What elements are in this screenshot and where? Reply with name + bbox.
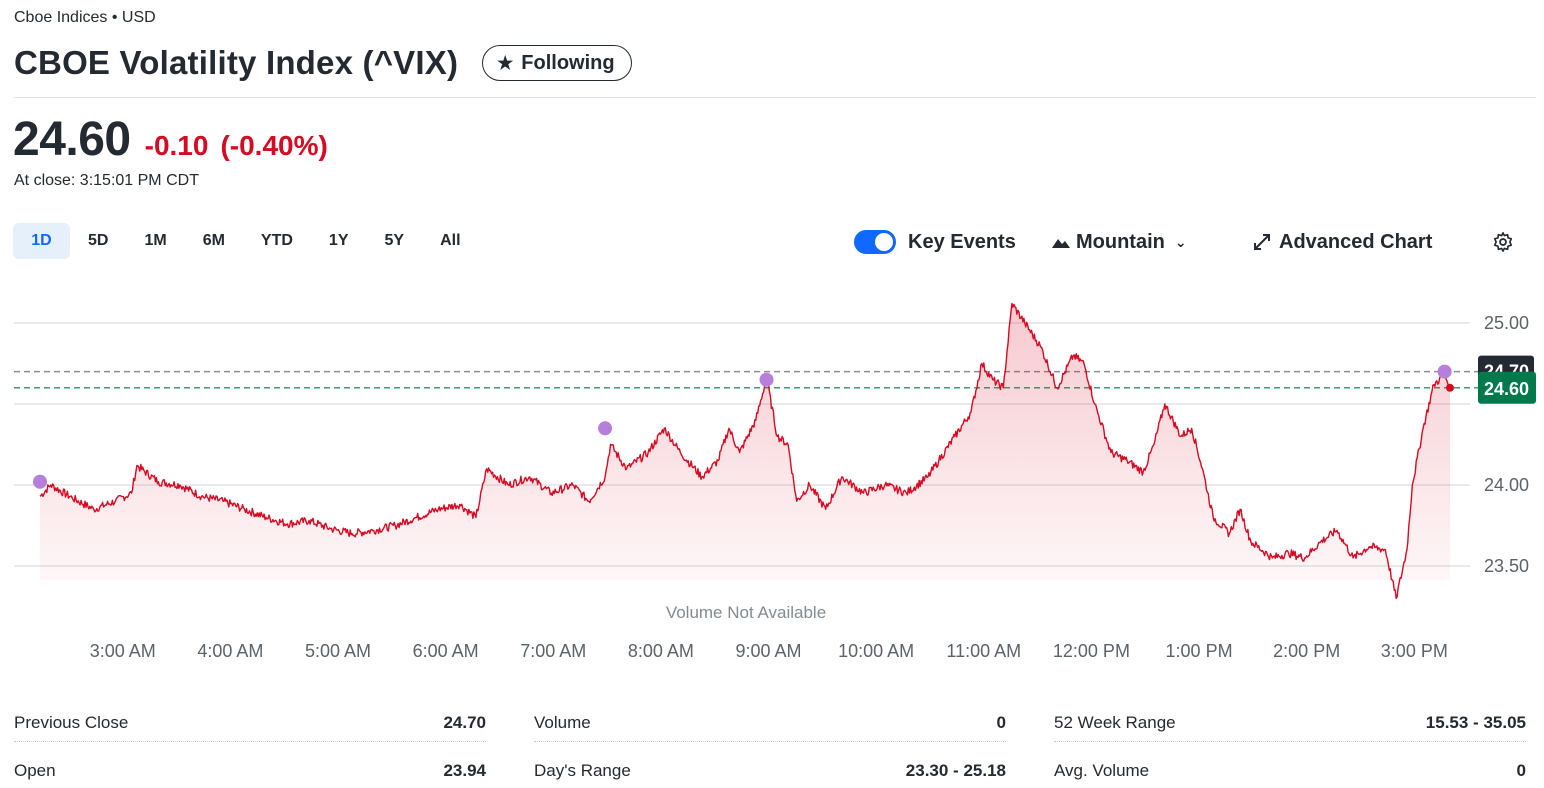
at-close-time: At close: 3:15:01 PM CDT xyxy=(14,172,199,189)
following-button[interactable]: ★ Following xyxy=(482,45,632,81)
key-events-label: Key Events xyxy=(908,230,1016,253)
range-tab-1m[interactable]: 1M xyxy=(144,232,167,249)
following-label: Following xyxy=(521,51,615,74)
stat-value: 0 xyxy=(1516,761,1526,780)
quote-row: 24.60 -0.10 (-0.40%) xyxy=(13,112,328,167)
stat-open: Open 23.94 xyxy=(14,752,486,788)
range-tab-5y[interactable]: 5Y xyxy=(384,232,405,249)
price: 24.60 xyxy=(13,113,131,166)
x-tick-label: 6:00 AM xyxy=(413,641,479,661)
stat-52-week-range: 52 Week Range 15.53 - 35.05 xyxy=(1054,704,1526,742)
advanced-chart-button[interactable]: Advanced Chart xyxy=(1253,226,1432,258)
chevron-down-icon: ⌄ xyxy=(1174,233,1187,250)
stat-value: 23.94 xyxy=(443,761,486,780)
current-price-tag xyxy=(1478,371,1536,404)
x-tick-label: 8:00 AM xyxy=(628,641,694,661)
stat-previous-close: Previous Close 24.70 xyxy=(14,704,486,742)
advanced-chart-label: Advanced Chart xyxy=(1279,230,1433,253)
volume-not-available: Volume Not Available xyxy=(666,603,826,622)
x-tick-label: 4:00 AM xyxy=(197,641,263,661)
settings-button[interactable] xyxy=(1492,226,1514,258)
range-tab-all[interactable]: All xyxy=(440,232,461,249)
stat-label: Day's Range xyxy=(534,761,631,780)
stat-day-s-range: Day's Range 23.30 - 25.18 xyxy=(534,752,1006,788)
quote-stats: Previous Close 24.70 Volume 0 52 Week Range 1… xyxy=(14,704,1526,788)
header-divider xyxy=(14,97,1536,98)
page-title: CBOE Volatility Index (^VIX) xyxy=(14,44,459,81)
exchange-label: Cboe Indices • USD xyxy=(14,9,156,26)
price-change: -0.10 xyxy=(144,130,209,161)
x-tick-label: 3:00 PM xyxy=(1381,641,1448,661)
expand-icon xyxy=(1254,234,1270,250)
range-tabs: 1D 5D 1M 6M YTD 1Y 5Y All xyxy=(13,223,479,259)
stat-label: Avg. Volume xyxy=(1054,761,1150,780)
x-tick-label: 7:00 AM xyxy=(520,641,586,661)
key-event-marker[interactable] xyxy=(1437,364,1452,379)
toggle-switch[interactable] xyxy=(854,230,896,254)
x-tick-label: 3:00 AM xyxy=(90,641,156,661)
x-tick-label: 12:00 PM xyxy=(1053,641,1130,661)
gear-icon xyxy=(1493,232,1513,252)
key-event-marker[interactable] xyxy=(33,474,47,489)
stat-value: 15.53 - 35.05 xyxy=(1425,712,1526,732)
stat-volume: Volume 0 xyxy=(534,704,1006,742)
title-row: CBOE Volatility Index (^VIX) ★ Following xyxy=(14,44,632,82)
x-tick-label: 11:00 AM xyxy=(946,641,1021,661)
x-tick-label: 2:00 PM xyxy=(1273,641,1340,661)
x-tick-label: 5:00 AM xyxy=(305,641,371,661)
stat-value: 24.70 xyxy=(443,712,486,732)
range-tab-ytd[interactable]: YTD xyxy=(260,232,293,249)
stat-avg-volume: Avg. Volume 0 xyxy=(1054,752,1526,788)
chart-type-label: Mountain xyxy=(1076,230,1165,253)
x-tick-label: 9:00 AM xyxy=(736,641,802,661)
y-tick-label: 25.00 xyxy=(1484,313,1529,333)
chart-type-dropdown[interactable]: Mountain ⌄ xyxy=(1052,226,1187,258)
price-change-percent: (-0.40%) xyxy=(220,130,328,161)
stat-label: Volume xyxy=(534,712,591,732)
key-event-marker[interactable] xyxy=(759,372,774,387)
y-tick-label: 23.50 xyxy=(1484,556,1529,576)
stat-label: Previous Close xyxy=(14,712,129,732)
mountain-icon xyxy=(1052,239,1070,248)
x-tick-label: 10:00 AM xyxy=(838,641,914,661)
key-events-toggle[interactable]: Key Events xyxy=(854,226,1016,258)
range-tab-1d[interactable]: 1D xyxy=(13,223,70,259)
x-tick-label: 1:00 PM xyxy=(1166,641,1233,661)
current-price-tag-label: 24.60 xyxy=(1484,379,1529,399)
stat-label: 52 Week Range xyxy=(1054,712,1176,732)
last-price-dot xyxy=(1446,383,1454,392)
key-event-marker[interactable] xyxy=(598,421,613,436)
stat-label: Open xyxy=(14,761,56,780)
range-tab-6m[interactable]: 6M xyxy=(202,232,225,249)
y-tick-label: 24.00 xyxy=(1484,475,1529,495)
stat-value: 0 xyxy=(996,712,1006,732)
range-tab-5d[interactable]: 5D xyxy=(88,232,109,249)
price-area xyxy=(40,303,1450,599)
stat-value: 23.30 - 25.18 xyxy=(905,761,1006,780)
price-line xyxy=(39,302,1451,600)
star-icon: ★ xyxy=(497,52,514,73)
range-tab-1y[interactable]: 1Y xyxy=(328,232,349,249)
